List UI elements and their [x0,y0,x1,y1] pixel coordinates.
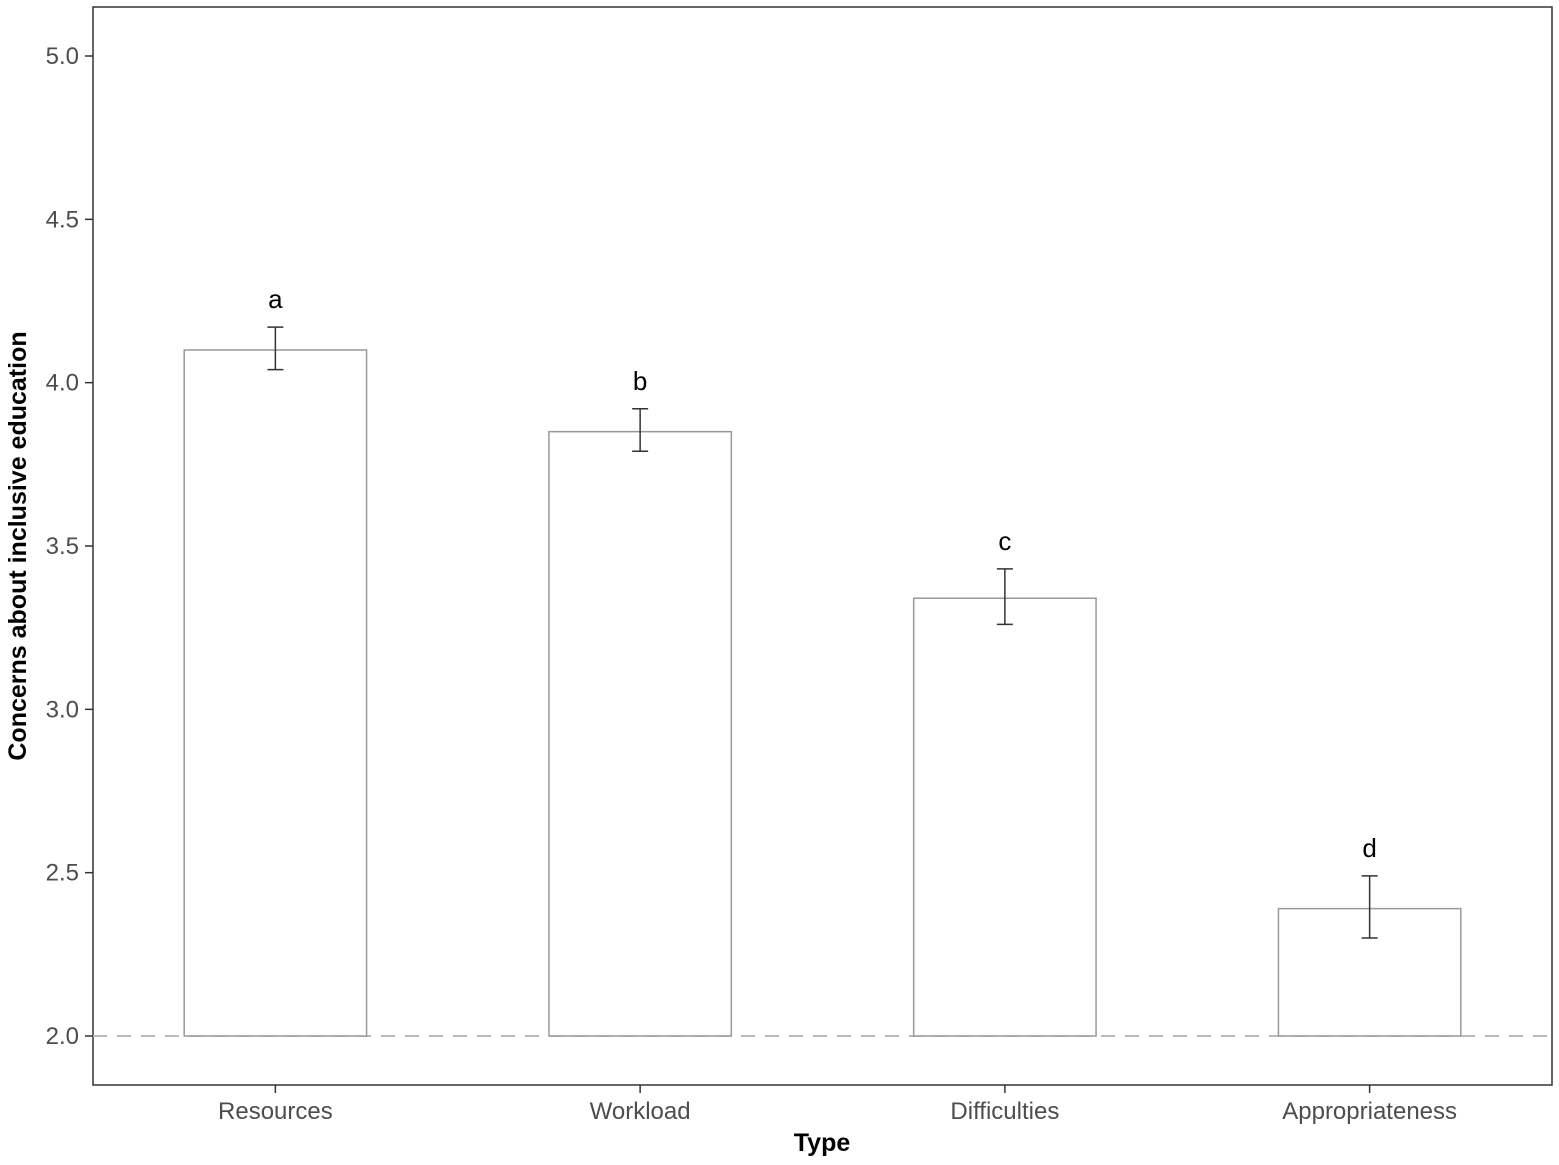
y-tick-label: 4.0 [46,370,79,397]
y-tick-label: 3.0 [46,696,79,723]
y-tick-label: 5.0 [46,43,79,70]
bar-workload [548,430,733,1037]
group-label-c: c [998,526,1011,556]
y-tick-label: 2.0 [46,1023,79,1050]
x-tick-label-workload: Workload [590,1098,691,1125]
error-bar-difficulties [996,568,1013,626]
bar-difficulties [912,597,1097,1037]
x-tick-label-difficulties: Difficulties [950,1098,1059,1125]
y-tick-label: 2.5 [46,860,79,887]
bar-resources [183,349,368,1037]
group-label-d: d [1362,833,1376,863]
group-label-b: b [633,366,647,396]
x-tick-label-resources: Resources [218,1098,333,1125]
error-bar-resources [267,326,284,371]
group-label-a: a [268,284,283,314]
x-tick-label-appropriateness: Appropriateness [1282,1098,1457,1125]
y-tick-label: 4.5 [46,206,79,233]
error-bar-workload [632,408,649,453]
error-bar-appropriateness [1361,875,1378,939]
y-axis-title: Concerns about inclusive education [4,331,32,760]
y-tick-label: 3.5 [46,533,79,560]
x-axis-title: Type [794,1129,851,1157]
